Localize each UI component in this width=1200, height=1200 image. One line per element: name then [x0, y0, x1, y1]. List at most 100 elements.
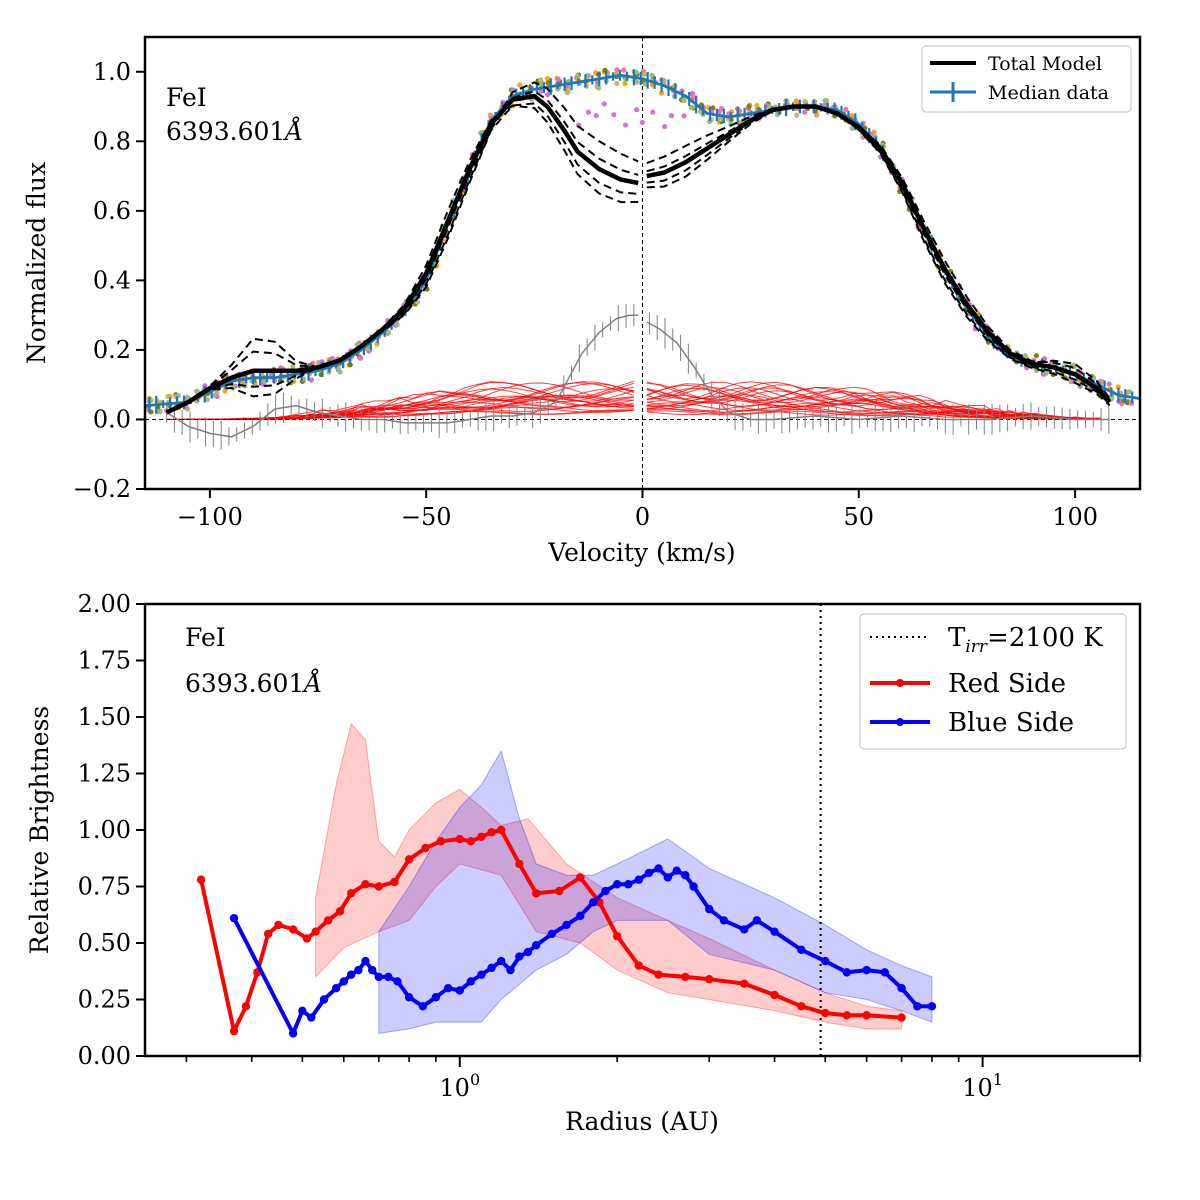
spectrum-point [793, 98, 799, 104]
bottom-xtick-label: 100 [439, 1070, 480, 1102]
model-variants-dashed [166, 81, 1111, 414]
top-plot-area [145, 37, 1140, 489]
spectrum-point [843, 106, 849, 112]
blue-side-point [466, 977, 476, 986]
model-variant-red-side [646, 105, 1111, 406]
red-side-point [390, 877, 399, 887]
spectrum-point [641, 71, 647, 77]
spectrum-point [802, 98, 808, 104]
spectrum-point [1033, 353, 1039, 359]
spectrum-point [639, 119, 645, 126]
red-side-point [455, 834, 464, 844]
blue-side-point [752, 916, 762, 925]
red-side-point [466, 837, 476, 846]
residual-line-right [646, 321, 1110, 421]
bottom-ytick-label: 1.75 [78, 647, 131, 675]
blue-side-point [331, 984, 341, 993]
spectrum-point [1106, 381, 1112, 387]
blue-side-point [368, 965, 377, 975]
red-side-uncertainty-band [315, 722, 903, 1030]
blue-side-point [347, 970, 356, 979]
blue-side-point [880, 968, 889, 977]
blue-side-point [384, 972, 393, 982]
blue-side-point [576, 911, 585, 921]
total-model-line-red-side [646, 104, 1112, 404]
red-side-point [705, 974, 714, 984]
red-side-point [196, 875, 206, 884]
spectrum-point [555, 76, 561, 82]
spectrum-point [659, 90, 665, 96]
spectrum-point [211, 392, 217, 398]
top-ylabel: Normalized flux [22, 162, 51, 364]
red-side-point [241, 1002, 251, 1011]
spectrum-point [662, 123, 668, 130]
blue-side-point [672, 866, 681, 875]
blue-side-point [506, 965, 515, 975]
red-side-point [404, 855, 414, 864]
bottom-ytick-label: 0.00 [78, 1042, 131, 1070]
bottom-xtick-label-base: 10 [439, 1074, 470, 1102]
spectrum-point [156, 408, 162, 415]
top-xtick-label: 0 [635, 503, 650, 531]
red-side-point [477, 832, 486, 841]
spectrum-point [681, 113, 687, 119]
spectrum-point [184, 394, 190, 400]
red-side-point [347, 889, 356, 898]
spectrum-point [622, 122, 629, 128]
blue-side-point [339, 977, 348, 986]
spectrum-point [614, 80, 620, 87]
bottom-ytick-label: 0.75 [78, 873, 131, 901]
model-variant-blue-side [166, 104, 639, 414]
spectrum-point [822, 98, 828, 104]
spectrum-point [574, 73, 580, 79]
red-side-point [302, 934, 312, 943]
blue-side-point [515, 952, 524, 961]
red-side-point [361, 880, 370, 889]
blue-side-point [705, 904, 714, 914]
blue-side-point [319, 995, 329, 1004]
red-side-point [897, 1013, 906, 1022]
red-side-point [555, 886, 564, 896]
bottom-xtick-label-exponent: 0 [470, 1070, 480, 1089]
spectrum-point [593, 112, 599, 119]
bottom-xtick-label-exponent: 1 [993, 1070, 1003, 1089]
blue-side-point [644, 868, 654, 878]
blue-side-point [797, 945, 806, 954]
spectrum-point [538, 81, 544, 88]
blue-side-point [770, 927, 779, 936]
blue-side-point [354, 965, 363, 975]
spectrum-point [204, 396, 210, 403]
blue-side-point [477, 970, 486, 979]
blue-side-point [531, 941, 541, 950]
bottom-xlabel: Radius (AU) [565, 1107, 719, 1136]
spectrum-point [538, 77, 544, 83]
red-side-point [496, 825, 506, 835]
spectrum-point [517, 82, 523, 88]
spectrum-point [849, 125, 855, 131]
spectrum-point [634, 79, 640, 85]
legend-label-tirr-symbol: T [948, 623, 966, 653]
red-side-line [199, 828, 902, 1034]
blue-side-point [740, 925, 749, 934]
blue-side-point [229, 913, 239, 923]
bottom-ytick-label: 0.25 [78, 986, 131, 1014]
legend-marker-red-side [896, 679, 904, 687]
component-curve-blue-side [166, 383, 634, 420]
bottom-plot-area [196, 604, 937, 1056]
blue-side-point [547, 929, 557, 939]
bottom-ytick-label: 1.00 [78, 816, 131, 844]
legend-label-blue-side: Blue Side [948, 708, 1074, 738]
bottom-annotation-element: FeI [185, 623, 226, 652]
spectrum-point [689, 104, 695, 111]
blue-side-point [307, 1013, 316, 1022]
spectrum-point [394, 322, 400, 328]
red-side-point [612, 932, 622, 941]
red-side-point [862, 1011, 871, 1020]
red-side-point [421, 843, 430, 853]
legend-label-tirr-sub: irr [965, 637, 988, 657]
red-side-point [531, 889, 541, 898]
bottom-legend-box [859, 613, 1127, 750]
